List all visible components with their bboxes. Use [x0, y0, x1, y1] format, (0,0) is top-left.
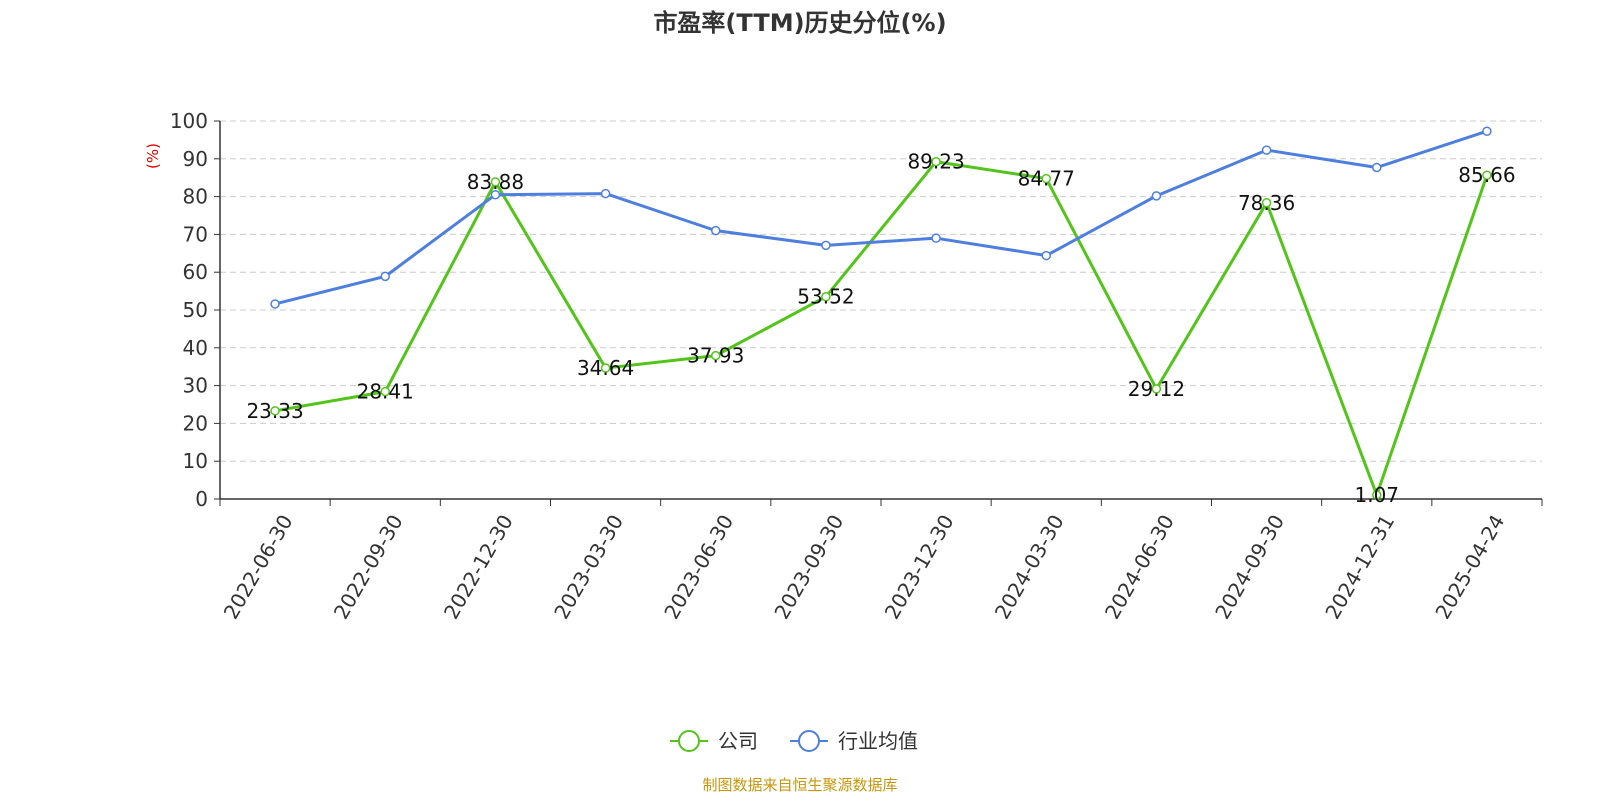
y-tick-label: 80 [183, 185, 208, 209]
y-axis-label: (%) [144, 143, 162, 169]
data-point [931, 233, 941, 243]
data-label: 23.33 [246, 399, 303, 423]
data-point [1151, 191, 1162, 201]
data-label: 28.41 [357, 380, 414, 404]
data-point [380, 386, 390, 397]
y-tick-label: 90 [183, 147, 208, 171]
x-tick-label: 2023-09-30 [769, 511, 848, 624]
data-point [270, 299, 280, 309]
data-point [380, 271, 390, 282]
data-point [1261, 145, 1272, 155]
y-tick-label: 0 [195, 487, 208, 511]
legend-label: 公司 [718, 729, 758, 753]
legend-item-1[interactable]: 行业均值 [790, 729, 918, 753]
x-tick-label: 2024-12-31 [1320, 511, 1399, 624]
data-label: 78.36 [1238, 191, 1295, 215]
y-tick-label: 30 [183, 374, 208, 398]
data-label: 83.88 [467, 170, 524, 194]
data-point [931, 156, 941, 167]
x-tick-label: 2022-06-30 [219, 511, 298, 624]
data-point [1482, 126, 1492, 136]
data-point [600, 188, 611, 199]
data-label: 34.64 [577, 356, 634, 380]
x-tick-label: 2024-09-30 [1210, 511, 1289, 624]
x-tick-label: 2022-12-30 [439, 511, 518, 624]
data-labels-layer: 23.33 28.41 83.88 34.64 37.93 53.52 89.23 84.77… [246, 150, 1515, 507]
x-tick-label: 2023-06-30 [659, 511, 738, 624]
legend-label: 行业均值 [838, 729, 918, 753]
y-tick-label: 20 [183, 411, 208, 435]
legend-circle-icon [798, 730, 820, 752]
data-point [821, 291, 831, 302]
axes: 0 10 20 30 40 50 60 70 80 90 100 2022-06-30 2022-09-… [170, 109, 1543, 624]
x-tick-label: 2023-03-30 [549, 511, 628, 624]
legend-item-0[interactable]: 公司 [670, 729, 758, 753]
data-label: 89.23 [907, 150, 964, 174]
x-tick-label: 2023-12-30 [880, 511, 959, 624]
data-label: 29.12 [1128, 377, 1185, 401]
data-label: 37.93 [687, 344, 744, 368]
data-point [490, 189, 501, 200]
y-tick-label: 40 [183, 336, 208, 360]
x-tick-label: 2024-06-30 [1100, 511, 1179, 624]
data-point [1261, 198, 1272, 208]
data-point [711, 350, 721, 361]
data-point [270, 406, 280, 416]
y-tick-label: 10 [183, 449, 208, 473]
data-label: 84.77 [1018, 167, 1075, 191]
data-point [1151, 384, 1162, 394]
data-point [490, 177, 501, 187]
data-label: 53.52 [797, 285, 854, 309]
series-layer [270, 126, 1492, 500]
y-tick-label: 100 [170, 109, 208, 133]
x-tick-label: 2025-04-24 [1430, 511, 1509, 624]
y-tick-label: 70 [183, 222, 208, 246]
y-tick-label: 60 [183, 260, 208, 284]
data-point [1372, 490, 1382, 500]
series-line-1 [274, 129, 1488, 306]
legend[interactable]: 公司 行业均值 [670, 729, 918, 753]
data-point [821, 240, 831, 251]
x-tick-label: 2022-09-30 [329, 511, 408, 624]
data-label: 85.66 [1458, 163, 1515, 187]
data-point [711, 225, 721, 236]
data-point [600, 363, 611, 373]
legend-circle-icon [678, 730, 700, 752]
data-point [1041, 250, 1051, 261]
source-note: 制图数据来自恒生聚源数据库 [702, 776, 897, 794]
y-tick-label: 50 [183, 298, 208, 322]
data-point [1041, 173, 1051, 184]
data-point [1482, 170, 1492, 180]
data-point [1372, 162, 1382, 173]
x-tick-label: 2024-03-30 [990, 511, 1069, 624]
data-label: 1.07 [1354, 483, 1399, 507]
chart-title: 市盈率(TTM)历史分位(%) [653, 9, 946, 37]
series-line-0 [274, 160, 1489, 497]
